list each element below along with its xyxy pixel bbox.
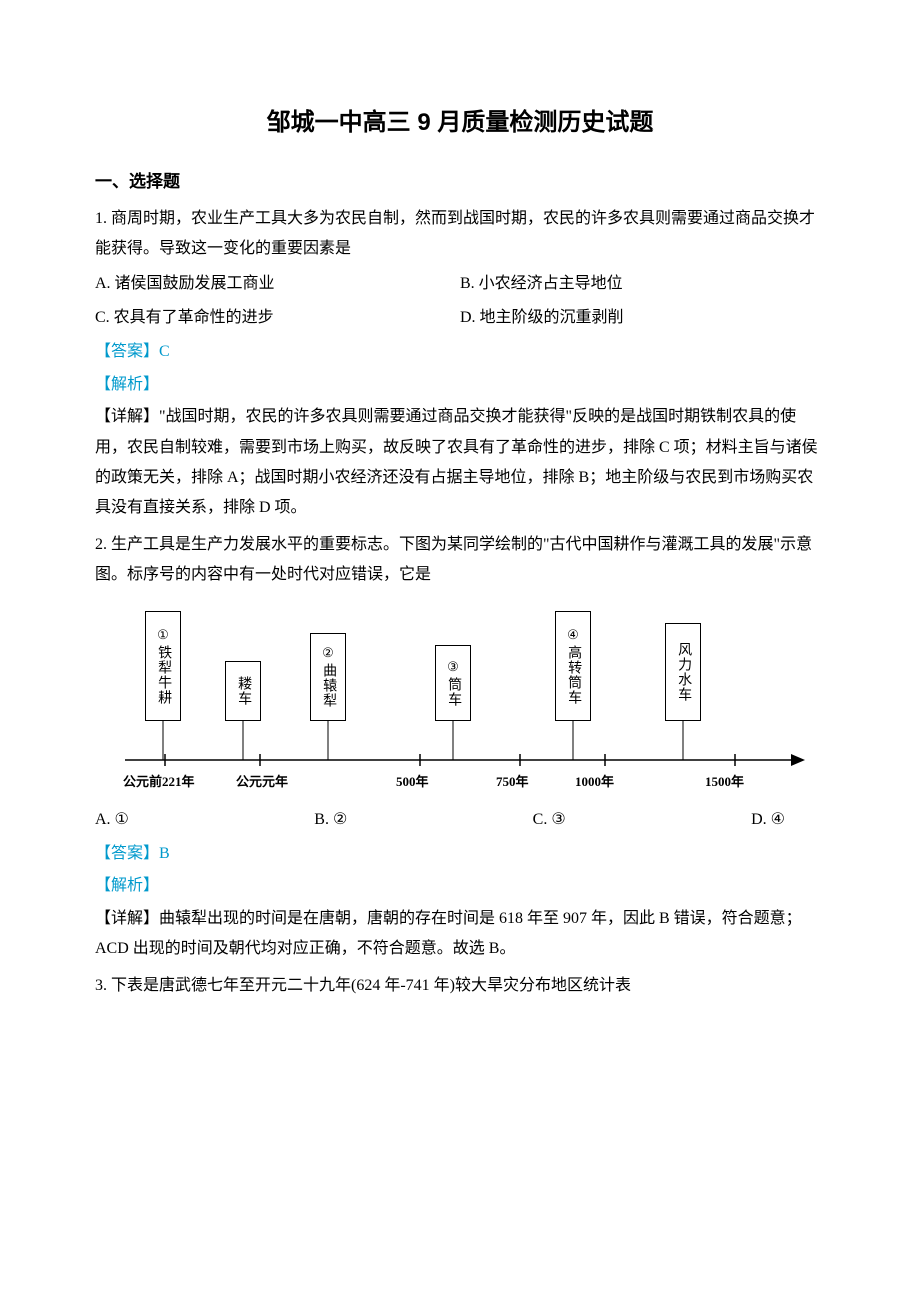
q1-stem: 1. 商周时期，农业生产工具大多为农民自制，然而到战国时期，农民的许多农具则需要…	[95, 204, 825, 265]
q2-analysis-label: 【解析】	[95, 871, 825, 901]
timeline-tick-label: 1000年	[575, 770, 614, 795]
timeline-box: 风力水车	[665, 623, 701, 721]
timeline-tick-label: 公元前221年	[123, 770, 195, 795]
timeline-tick-label: 公元元年	[236, 770, 288, 795]
q1-answer: 【答案】C	[95, 337, 825, 367]
q3-stem: 3. 下表是唐武德七年至开元二十九年(624 年-741 年)较大旱灾分布地区统…	[95, 971, 825, 1001]
q2-stem: 2. 生产工具是生产力发展水平的重要标志。下图为某同学绘制的"古代中国耕作与灌溉…	[95, 530, 825, 591]
timeline-box: ①铁犁牛耕	[145, 611, 181, 721]
q2-option-a: A. ①	[95, 805, 129, 835]
timeline-box: ④高转筒车	[555, 611, 591, 721]
question-3: 3. 下表是唐武德七年至开元二十九年(624 年-741 年)较大旱灾分布地区统…	[95, 971, 825, 1001]
q2-option-d: D. ④	[751, 805, 785, 835]
timeline-box: 耧车	[225, 661, 261, 721]
q2-explain: 【详解】曲辕犁出现的时间是在唐朝，唐朝的存在时间是 618 年至 907 年，因…	[95, 904, 825, 965]
timeline-tick-label: 750年	[496, 770, 529, 795]
q1-option-b: B. 小农经济占主导地位	[460, 269, 825, 299]
q1-options: A. 诸侯国鼓励发展工商业 B. 小农经济占主导地位 C. 农具有了革命性的进步…	[95, 269, 825, 338]
question-1: 1. 商周时期，农业生产工具大多为农民自制，然而到战国时期，农民的许多农具则需要…	[95, 204, 825, 524]
timeline-box: ③筒车	[435, 645, 471, 721]
q2-option-c: C. ③	[533, 805, 566, 835]
section-header: 一、选择题	[95, 166, 825, 198]
q1-option-a: A. 诸侯国鼓励发展工商业	[95, 269, 460, 299]
q2-answer: 【答案】B	[95, 839, 825, 869]
timeline-tick-label: 1500年	[705, 770, 744, 795]
q1-option-d: D. 地主阶级的沉重剥削	[460, 303, 825, 333]
page-title: 邹城一中高三 9 月质量检测历史试题	[95, 100, 825, 146]
q1-explain: 【详解】"战国时期，农民的许多农具则需要通过商品交换才能获得"反映的是战国时期铁…	[95, 402, 825, 524]
question-2: 2. 生产工具是生产力发展水平的重要标志。下图为某同学绘制的"古代中国耕作与灌溉…	[95, 530, 825, 965]
timeline-box: ②曲辕犁	[310, 633, 346, 721]
q1-option-c: C. 农具有了革命性的进步	[95, 303, 460, 333]
timeline-tick-label: 500年	[396, 770, 429, 795]
q1-analysis-label: 【解析】	[95, 370, 825, 400]
q2-options: A. ① B. ② C. ③ D. ④	[95, 805, 825, 835]
timeline-diagram: 公元前221年 公元元年 500年 750年 1000年 1500年 ①铁犁牛耕 耧车 ②曲辕犁…	[95, 605, 815, 795]
q2-option-b: B. ②	[314, 805, 347, 835]
